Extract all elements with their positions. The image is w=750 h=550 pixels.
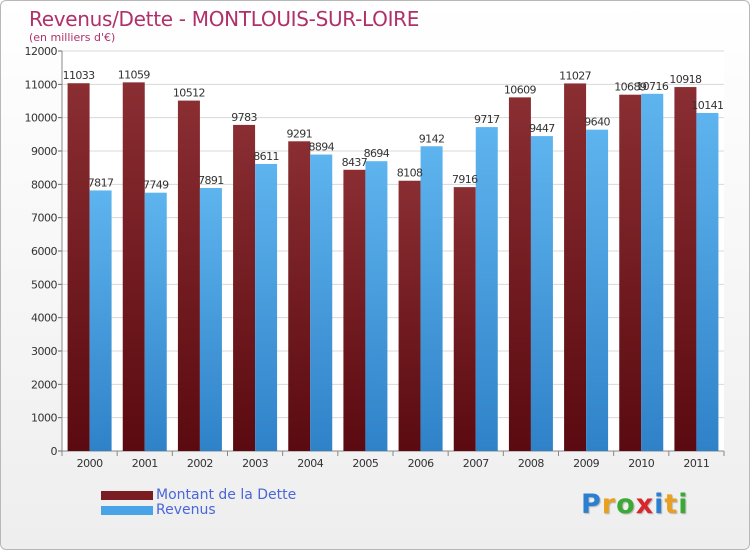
x-tick-label: 2000 xyxy=(77,457,103,470)
bar-revenus xyxy=(475,127,498,451)
bar-revenus xyxy=(420,146,443,451)
legend-swatch-dette xyxy=(101,491,153,500)
proxiti-logo: Proxiti xyxy=(581,489,689,520)
bar-revenus xyxy=(255,163,278,451)
chart-title: Revenus/Dette - MONTLOUIS-SUR-LOIRE xyxy=(29,7,420,31)
x-tick-label: 2004 xyxy=(297,457,323,470)
x-tick-label: 2002 xyxy=(187,457,213,470)
data-label-dette: 10918 xyxy=(669,73,702,86)
y-tick-label: 1000 xyxy=(31,412,57,425)
data-label-revenus: 8694 xyxy=(364,147,390,160)
y-tick-label: 5000 xyxy=(31,278,57,291)
bar-dette xyxy=(398,180,421,451)
legend-swatch-revenus xyxy=(101,506,153,515)
x-tick-label: 2010 xyxy=(628,457,654,470)
data-label-revenus: 9717 xyxy=(474,113,500,126)
bar-dette xyxy=(233,124,256,452)
data-label-revenus: 7749 xyxy=(143,179,169,192)
data-label-dette: 11027 xyxy=(559,69,592,82)
legend-label-dette: Montant de la Dette xyxy=(156,487,297,503)
y-tick-label: 12000 xyxy=(25,45,58,58)
y-tick-label: 3000 xyxy=(31,345,57,358)
data-label-dette: 9291 xyxy=(286,127,312,140)
data-label-dette: 11033 xyxy=(63,69,96,82)
data-label-revenus: 9142 xyxy=(419,132,445,145)
chart-subtitle: (en milliers d'€) xyxy=(29,31,116,44)
data-label-revenus: 10716 xyxy=(636,80,669,93)
x-tick-label: 2008 xyxy=(518,457,544,470)
y-tick-label: 2000 xyxy=(31,378,57,391)
bar-dette xyxy=(564,83,587,451)
bar-revenus xyxy=(365,161,388,451)
data-label-revenus: 8611 xyxy=(253,150,279,163)
bar-revenus xyxy=(199,187,222,451)
y-tick-label: 6000 xyxy=(31,245,57,258)
bar-revenus xyxy=(641,93,664,452)
data-label-dette: 9783 xyxy=(231,111,257,124)
bar-dette xyxy=(122,82,145,451)
data-label-dette: 10689 xyxy=(614,81,647,94)
x-tick-label: 2007 xyxy=(463,457,489,470)
bar-revenus xyxy=(310,154,333,452)
bar-dette xyxy=(508,97,531,451)
data-label-dette: 10609 xyxy=(504,83,537,96)
x-tick-label: 2009 xyxy=(573,457,599,470)
bar-dette xyxy=(619,94,642,451)
bar-dette xyxy=(288,141,311,452)
bar-dette xyxy=(674,87,697,452)
data-label-dette: 10512 xyxy=(173,87,205,100)
data-label-dette: 8437 xyxy=(342,156,368,169)
y-tick-label: 7000 xyxy=(31,212,57,225)
x-tick-label: 2001 xyxy=(132,457,158,470)
bar-revenus xyxy=(586,129,609,451)
y-tick-label: 0 xyxy=(51,445,58,458)
data-label-revenus: 7891 xyxy=(198,174,224,187)
legend-label-revenus: Revenus xyxy=(156,502,216,518)
bar-revenus xyxy=(89,190,112,451)
data-label-revenus: 9447 xyxy=(529,122,555,135)
data-label-revenus: 8894 xyxy=(308,141,334,154)
y-tick-label: 10000 xyxy=(25,112,58,125)
bar-revenus xyxy=(696,112,719,451)
bar-revenus xyxy=(530,136,553,451)
bar-dette xyxy=(177,100,200,451)
data-label-revenus: 10141 xyxy=(691,99,723,112)
x-tick-label: 2006 xyxy=(408,457,434,470)
y-tick-label: 9000 xyxy=(31,145,57,158)
y-tick-label: 11000 xyxy=(25,78,58,91)
x-tick-label: 2005 xyxy=(352,457,378,470)
bar-revenus xyxy=(144,192,167,451)
data-label-revenus: 9640 xyxy=(584,116,610,129)
data-label-dette: 11059 xyxy=(118,68,151,81)
bar-dette xyxy=(343,169,366,451)
data-label-dette: 7916 xyxy=(452,173,478,186)
data-label-dette: 8108 xyxy=(397,167,423,180)
bar-dette xyxy=(453,187,476,451)
y-tick-label: 8000 xyxy=(31,178,57,191)
bar-dette xyxy=(67,83,90,451)
x-tick-label: 2011 xyxy=(683,457,709,470)
y-tick-label: 4000 xyxy=(31,312,57,325)
x-tick-label: 2003 xyxy=(242,457,268,470)
data-label-revenus: 7817 xyxy=(88,176,114,189)
